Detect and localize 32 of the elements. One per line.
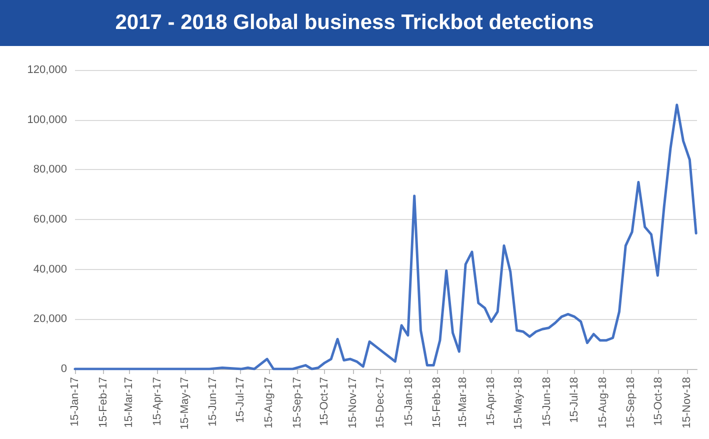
x-tick-label: 15-Jan-17: [69, 377, 81, 427]
y-tick-label: 80,000: [33, 164, 67, 176]
chart-title: 2017 - 2018 Global business Trickbot detections: [0, 0, 709, 46]
x-tick-label: 15-Apr-18: [485, 377, 498, 426]
y-tick-label: 100,000: [27, 114, 67, 126]
x-tick-label: 15-Aug-17: [262, 377, 275, 428]
y-tick-label: 60,000: [33, 214, 67, 226]
x-tick-label: 15-Jan-18: [402, 377, 415, 427]
x-tick-label: 15-Jun-18: [540, 377, 553, 427]
x-tick-label: 15-Jul-18: [568, 377, 580, 423]
x-tick-label: 15-Jun-17: [207, 377, 220, 427]
x-tick-label: 15-Sep-17: [291, 377, 304, 428]
x-tick-label: 15-Dec-17: [374, 377, 387, 428]
x-tick-label: 15-Feb-18: [431, 377, 444, 428]
x-tick-label: 15-Oct-18: [652, 377, 665, 426]
y-tick-label: 120,000: [27, 64, 67, 76]
x-tick-label: 15-May-17: [178, 377, 191, 430]
x-tick-label: 15-Feb-17: [97, 377, 110, 428]
x-tick-label: 15-Jul-17: [234, 377, 247, 423]
x-tick-label: 15-Mar-17: [122, 377, 135, 428]
x-tick-label: 15-Aug-18: [596, 377, 609, 428]
x-tick-label: 15-May-18: [512, 377, 525, 430]
y-tick-label: 0: [60, 363, 67, 375]
x-tick-label: 15-Apr-17: [151, 377, 164, 426]
x-tick-label: 15-Nov-18: [680, 377, 693, 428]
x-tick-label: 15-Sep-18: [625, 377, 638, 428]
x-tick-label: 15-Mar-18: [456, 377, 469, 428]
x-tick-label: 15-Oct-17: [318, 377, 331, 426]
y-tick-label: 20,000: [33, 313, 67, 326]
line-series: [74, 104, 698, 370]
y-tick-label: 40,000: [33, 263, 67, 276]
x-tick-label: 15-Nov-17: [347, 377, 360, 428]
